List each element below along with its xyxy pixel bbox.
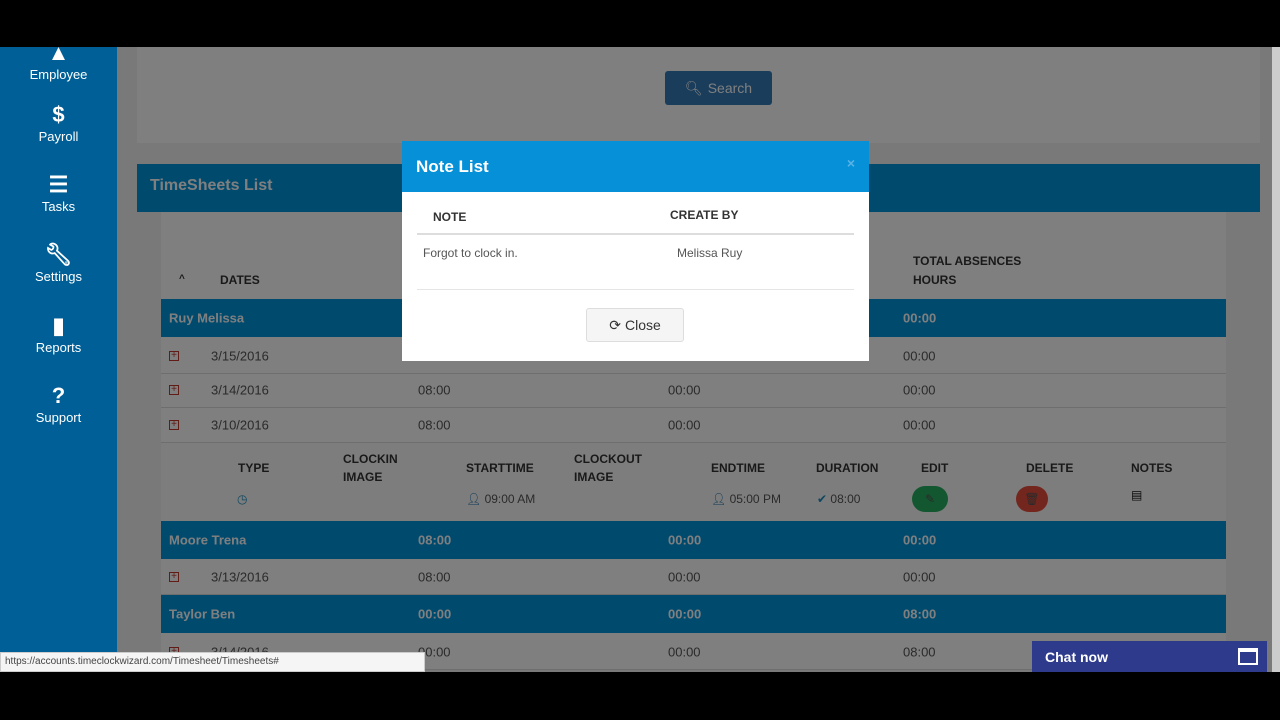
close-x-icon[interactable]: ×: [846, 155, 855, 171]
chat-now-button[interactable]: Chat now: [1032, 641, 1267, 672]
sidebar-item-reports[interactable]: ▮ Reports: [0, 313, 117, 356]
wrench-icon: 🔧︎: [44, 242, 73, 267]
sidebar-item-payroll[interactable]: $ Payroll: [0, 102, 117, 145]
header-create-by: CREATE BY: [670, 208, 739, 222]
sidebar-item-employee[interactable]: ▲ Employee: [0, 47, 117, 82]
label: Close: [624, 317, 661, 333]
sidebar: ▲ Employee $ Payroll ☰ Tasks 🔧︎ Settings ▮ Re…: [0, 47, 117, 672]
dollar-icon: $: [52, 102, 65, 127]
modal-header: Note List ×: [402, 141, 869, 192]
user-icon: ▲: [47, 47, 70, 65]
label: Settings: [35, 269, 82, 284]
divider: [417, 233, 854, 235]
status-url: https://accounts.timeclockwizard.com/Tim…: [0, 652, 425, 672]
note-text: Forgot to clock in.: [423, 246, 518, 260]
question-icon: ?: [51, 383, 66, 408]
label: Chat now: [1045, 649, 1108, 665]
scrollbar[interactable]: [1272, 47, 1280, 672]
window-icon: [1238, 648, 1258, 665]
refresh-icon: ⟳: [609, 316, 621, 333]
file-icon: ▮: [52, 313, 65, 338]
divider: [417, 289, 854, 290]
header-note: NOTE: [433, 210, 467, 224]
sidebar-item-tasks[interactable]: ☰ Tasks: [0, 172, 117, 215]
label: Support: [35, 410, 82, 425]
note-list-modal: Note List × NOTE CREATE BY Forgot to cloc…: [402, 141, 869, 361]
label: Payroll: [38, 129, 79, 144]
label: Employee: [29, 67, 88, 82]
note-author: Melissa Ruy: [677, 246, 743, 260]
modal-title: Note List: [416, 157, 489, 176]
sidebar-item-settings[interactable]: 🔧︎ Settings: [0, 242, 117, 285]
label: Tasks: [41, 199, 76, 214]
label: Reports: [35, 340, 82, 355]
tasks-icon: ☰: [48, 172, 69, 197]
sidebar-item-support[interactable]: ? Support: [0, 383, 117, 426]
screen: ▲ Employee $ Payroll ☰ Tasks 🔧︎ Settings ▮ Re…: [0, 47, 1280, 672]
close-button[interactable]: ⟳ Close: [586, 308, 684, 342]
